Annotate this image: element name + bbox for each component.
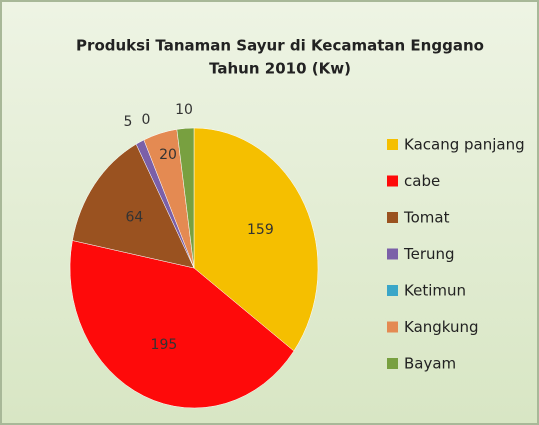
legend-label: Terung: [403, 245, 455, 263]
legend-swatch: [387, 212, 398, 223]
legend-label: Kacang panjang: [404, 136, 525, 154]
data-label: 64: [125, 210, 143, 226]
legend-swatch: [387, 175, 398, 187]
pie-slice: [193, 127, 319, 352]
pie-slice: [176, 127, 195, 269]
legend-swatch: [387, 321, 398, 333]
data-label: 195: [151, 337, 178, 353]
pie-slice: [69, 240, 295, 409]
legend-label: Kangkung: [404, 318, 479, 336]
data-label: 5: [124, 114, 133, 130]
data-label: 159: [247, 222, 274, 238]
legend-label: cabe: [404, 172, 440, 190]
chart-subtitle: Tahun 2010 (Kw): [209, 60, 351, 78]
legend-swatch: [387, 285, 398, 296]
legend-swatch: [387, 248, 398, 260]
data-label: 10: [175, 102, 193, 118]
legend-label: Ketimun: [404, 282, 466, 300]
legend-label: Bayam: [404, 355, 456, 373]
pie-slice: [72, 143, 195, 269]
data-label: 0: [142, 112, 151, 128]
legend-label: Tomat: [403, 209, 450, 227]
legend-swatch: [387, 139, 398, 150]
chart-title: Produksi Tanaman Sayur di Kecamatan Engg…: [76, 37, 484, 55]
data-label: 20: [159, 147, 177, 163]
legend-swatch: [387, 358, 398, 369]
